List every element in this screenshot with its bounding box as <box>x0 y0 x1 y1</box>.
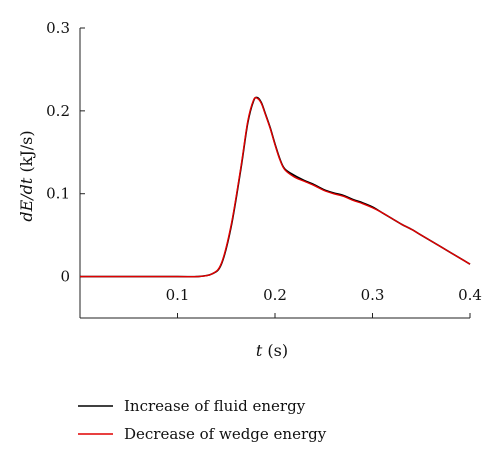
y-tick-label: 0 <box>60 268 70 286</box>
x-tick-label: 0.4 <box>458 286 482 304</box>
x-axis-label-var: t <box>256 341 263 360</box>
chart-axes <box>79 28 470 319</box>
axis-ticks: 0.1 0.2 0.3 0.4 0 0.1 0.2 0.3 <box>46 19 482 318</box>
y-tick-label: 0.1 <box>46 185 70 203</box>
series-line-fluid-energy <box>80 96 471 278</box>
x-tick-label: 0.2 <box>263 286 287 304</box>
x-axis-label: t (s) <box>256 341 288 360</box>
series-line-wedge-energy <box>80 96 471 278</box>
y-axis-label-var: dE/dt <box>17 177 36 222</box>
legend-label-fluid: Increase of fluid energy <box>124 397 306 415</box>
y-tick-label: 0.2 <box>46 102 70 120</box>
y-axis-label-unit: (kJ/s) <box>17 130 36 177</box>
y-axis-label: dE/dt (kJ/s) <box>17 130 36 221</box>
y-tick-label: 0.3 <box>46 19 70 37</box>
legend: Increase of fluid energy Decrease of wed… <box>78 397 327 443</box>
x-tick-label: 0.1 <box>166 286 190 304</box>
legend-label-wedge: Decrease of wedge energy <box>124 425 327 443</box>
series-layer <box>80 96 471 278</box>
x-axis-label-unit: (s) <box>262 341 288 360</box>
x-tick-label: 0.3 <box>361 286 385 304</box>
